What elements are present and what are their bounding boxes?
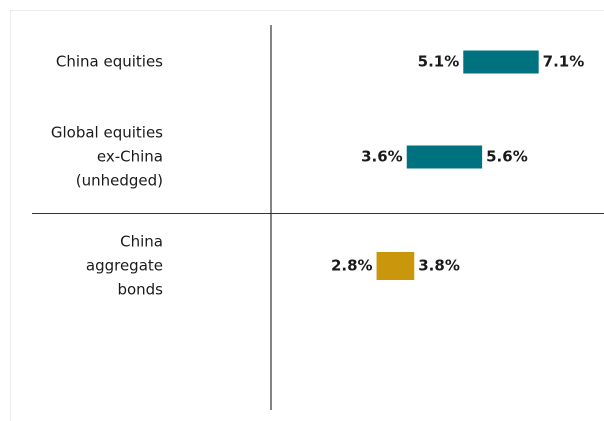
low-label: 2.8% [331, 257, 373, 275]
high-label: 5.6% [486, 148, 528, 166]
category-label: aggregate [86, 257, 163, 275]
category-label: bonds [117, 281, 163, 299]
range-bar [406, 145, 483, 169]
frame [10, 10, 604, 421]
high-label: 7.1% [543, 53, 585, 71]
category-label: Global equities [51, 124, 163, 142]
category-label: ex-China [97, 148, 163, 166]
high-label: 3.8% [418, 257, 460, 275]
category-label: China equities [56, 53, 163, 71]
range-bar [376, 252, 415, 280]
low-label: 5.1% [418, 53, 460, 71]
low-label: 3.6% [361, 148, 403, 166]
category-label: (unhedged) [76, 172, 163, 190]
range-bar [463, 50, 539, 74]
category-label: China [120, 233, 163, 251]
